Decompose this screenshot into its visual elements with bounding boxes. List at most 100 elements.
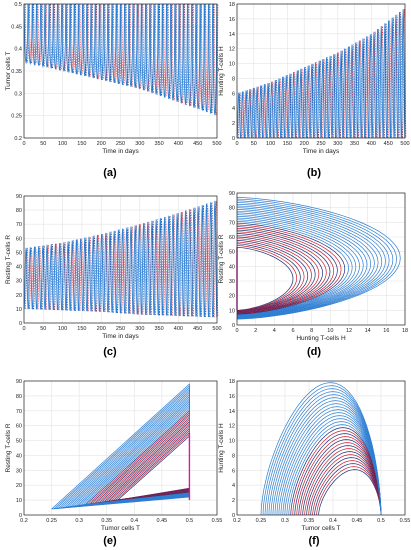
series-curve-blue bbox=[360, 38, 366, 139]
series-curve-blue bbox=[262, 84, 267, 139]
series-curve-blue bbox=[32, 3, 37, 67]
series-curve-red bbox=[54, 3, 59, 70]
y-tick-label: 0 bbox=[232, 136, 235, 142]
series-curve-blue bbox=[86, 3, 92, 78]
series-curve-blue bbox=[40, 245, 46, 310]
x-tick-label: 200 bbox=[300, 141, 309, 147]
series-curve-blue bbox=[353, 42, 358, 139]
series-curve-blue bbox=[44, 244, 50, 310]
series-curve-blue bbox=[187, 209, 193, 317]
series-curve-blue bbox=[162, 3, 167, 98]
y-tick-label: 80 bbox=[16, 394, 22, 400]
series-curve-red bbox=[117, 229, 122, 314]
series-curve-blue bbox=[36, 246, 42, 310]
orbit-curve bbox=[236, 245, 298, 311]
series-curve-red bbox=[121, 3, 126, 85]
series-curve-blue bbox=[317, 60, 322, 139]
x-tick-label: 0 bbox=[22, 141, 25, 147]
panel-a-ticks: 0 50 100 150 200 250 300 350 400 450 500 0.2 0.25 0.3… bbox=[11, 2, 221, 147]
series-curve-blue bbox=[128, 3, 134, 87]
panel-c-chart: 0 50 100 150 200 250 300 350 400 450 500 0 10 20 30 40 5… bbox=[5, 194, 222, 340]
panel-a-frame bbox=[23, 3, 218, 139]
series-curve-blue bbox=[32, 246, 37, 310]
series-curve-red bbox=[125, 227, 131, 314]
y-tick-label: 20 bbox=[16, 483, 22, 489]
series-curve-blue bbox=[328, 55, 333, 139]
y-tick-label: 10 bbox=[16, 307, 22, 313]
panel-d-ylabel: Resting T-cells R bbox=[218, 234, 225, 283]
series-curve-blue bbox=[116, 229, 121, 314]
series-curve-red bbox=[292, 71, 297, 139]
orbit-curve bbox=[260, 382, 382, 516]
series-curve-red bbox=[142, 3, 147, 91]
series-curve-blue bbox=[99, 3, 104, 81]
x-tick-label: 0.55 bbox=[400, 518, 411, 524]
orbit-curve bbox=[236, 226, 338, 315]
y-tick-label: 2 bbox=[232, 121, 235, 127]
series-curve-red bbox=[369, 34, 374, 139]
orbit-curve bbox=[236, 241, 305, 312]
series-curve-blue bbox=[191, 207, 197, 317]
series-curve-red bbox=[159, 218, 164, 316]
series-curve-blue bbox=[61, 242, 67, 311]
x-tick-label: 0.35 bbox=[101, 518, 112, 524]
series-curve-red bbox=[344, 48, 348, 139]
series-curve-blue bbox=[149, 3, 155, 94]
y-tick-label: 30 bbox=[16, 279, 22, 285]
series-curve-red bbox=[130, 226, 135, 314]
x-tick-label: 0.5 bbox=[377, 518, 385, 524]
series-curve-blue bbox=[116, 3, 121, 84]
y-tick-label: 50 bbox=[16, 439, 22, 445]
series-curve-blue bbox=[393, 14, 398, 139]
y-tick-label: 0.35 bbox=[11, 69, 22, 75]
x-tick-label: 50 bbox=[40, 326, 46, 332]
panel-e-ticks: 0.2 0.25 0.3 0.35 0.4 0.45 0.5 0.55 0 10 20 30 40 50 6… bbox=[16, 379, 222, 524]
series-curve-blue bbox=[82, 237, 88, 312]
panel-e-ylabel: Resting T-cells R bbox=[5, 423, 12, 472]
series-curve-blue bbox=[137, 224, 142, 315]
series-curve-red bbox=[83, 3, 89, 77]
panel-f-ylabel: Hunting T-cells H bbox=[218, 423, 225, 473]
series-curve-blue bbox=[27, 247, 33, 310]
series-curve-blue bbox=[174, 213, 180, 316]
panel-d-ticks: 0 2 4 6 8 10 12 14 16 18 0 10 20 30 40 50 60 70 80 90 bbox=[229, 191, 408, 334]
x-tick-label: 250 bbox=[316, 141, 325, 147]
y-tick-label: 14 bbox=[229, 32, 235, 38]
series-curve-blue bbox=[199, 205, 205, 317]
series-curve-blue bbox=[309, 63, 314, 139]
y-tick-label: 4 bbox=[232, 106, 235, 112]
x-tick-label: 0.4 bbox=[329, 518, 337, 524]
series-curve-blue bbox=[371, 31, 377, 139]
orbit-curve bbox=[236, 246, 294, 311]
orbit-curve bbox=[74, 401, 190, 507]
x-tick-label: 300 bbox=[333, 141, 342, 147]
y-tick-label: 16 bbox=[229, 17, 235, 23]
y-tick-label: 70 bbox=[16, 409, 22, 415]
series-curve-blue bbox=[107, 3, 113, 83]
series-curve-blue bbox=[346, 46, 351, 139]
x-tick-label: 0.35 bbox=[304, 518, 315, 524]
orbit-curve bbox=[236, 229, 331, 314]
series-curve-blue bbox=[324, 57, 329, 139]
series-curve-red bbox=[209, 202, 215, 318]
orbit-curve bbox=[236, 236, 316, 313]
series-curve-red bbox=[285, 75, 290, 139]
panel-f-xlabel: Tumor cells T bbox=[301, 525, 340, 532]
y-tick-label: 8 bbox=[232, 76, 235, 82]
series-curve-red bbox=[241, 91, 246, 139]
panel-c-ticks: 0 50 100 150 200 250 300 350 400 450 500 0 10 20 30 40 5… bbox=[16, 194, 222, 332]
series-curve-red bbox=[130, 3, 135, 87]
x-tick-label: 0.3 bbox=[281, 518, 289, 524]
panel-e-frame bbox=[23, 380, 218, 516]
series-curve-blue bbox=[78, 3, 83, 76]
panel-c-series bbox=[23, 200, 219, 318]
orbit-curve bbox=[236, 197, 401, 320]
panel-f-caption: (f) bbox=[309, 535, 320, 547]
series-curve-red bbox=[96, 234, 101, 312]
x-tick-label: 0.4 bbox=[130, 518, 138, 524]
series-curve-blue bbox=[284, 75, 289, 139]
y-tick-label: 18 bbox=[229, 379, 235, 385]
y-tick-label: 0 bbox=[232, 513, 235, 519]
series-curve-red bbox=[336, 52, 341, 139]
series-curve-red bbox=[58, 242, 64, 311]
